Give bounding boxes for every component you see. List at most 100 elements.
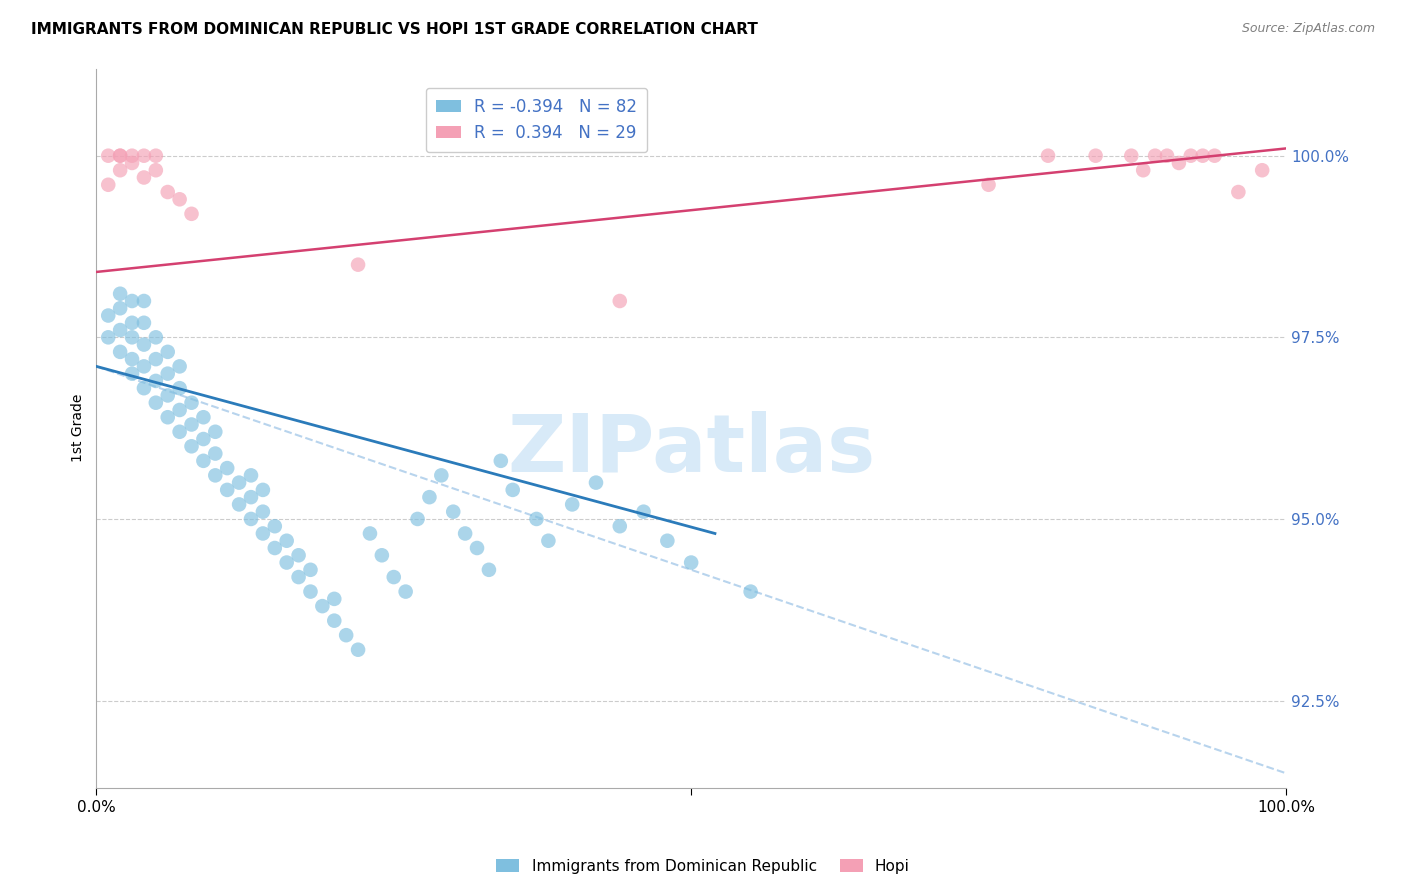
Point (359, 526, 381, 541)
Legend: Immigrants from Dominican Republic, Hopi: Immigrants from Dominican Republic, Hopi (491, 853, 915, 880)
Point (1167, 156, 1189, 170)
Point (1251, 163, 1274, 178)
Point (240, 512, 263, 526)
Point (252, 505, 274, 519)
Point (441, 505, 464, 519)
Point (1084, 149, 1107, 163)
Point (121, 149, 143, 163)
Point (240, 468, 263, 483)
Point (1191, 149, 1213, 163)
Point (263, 541, 285, 555)
Point (108, 301, 131, 316)
Point (252, 483, 274, 497)
Point (145, 395, 167, 409)
Point (287, 549, 309, 563)
Point (108, 323, 131, 337)
Point (609, 519, 631, 533)
Point (132, 381, 155, 395)
Point (204, 425, 226, 439)
Point (121, 293, 143, 308)
Point (97, 330, 120, 344)
Point (395, 584, 418, 599)
Point (323, 591, 346, 606)
Point (1121, 149, 1143, 163)
Point (263, 519, 285, 533)
Point (335, 628, 357, 642)
Point (347, 258, 370, 272)
Point (169, 359, 191, 374)
Point (121, 367, 143, 381)
Point (108, 149, 131, 163)
Point (1036, 149, 1059, 163)
Point (145, 163, 167, 178)
Point (526, 512, 548, 526)
Point (1204, 149, 1226, 163)
Point (311, 599, 333, 614)
Point (145, 352, 167, 367)
Point (169, 403, 191, 417)
Point (1156, 149, 1178, 163)
Point (145, 374, 167, 388)
Point (145, 149, 167, 163)
Point (169, 192, 191, 206)
Point (287, 570, 309, 584)
Point (97, 178, 120, 192)
Point (371, 549, 394, 563)
Point (108, 286, 131, 301)
Point (169, 381, 191, 395)
Point (228, 475, 250, 490)
Point (217, 461, 239, 475)
Point (347, 642, 370, 657)
Point (132, 359, 155, 374)
Point (1180, 149, 1202, 163)
Point (537, 533, 560, 548)
Point (193, 410, 215, 425)
Point (406, 512, 429, 526)
Point (132, 337, 155, 351)
Point (276, 533, 298, 548)
Point (132, 293, 155, 308)
Point (121, 316, 143, 330)
Point (633, 505, 655, 519)
Point (1144, 149, 1167, 163)
Point (132, 170, 155, 185)
Point (299, 584, 322, 599)
Point (465, 541, 488, 555)
Point (156, 344, 179, 359)
Point (977, 178, 1000, 192)
Text: ZIPatlas: ZIPatlas (508, 410, 876, 489)
Point (97, 309, 120, 323)
Point (430, 468, 453, 483)
Point (454, 526, 477, 541)
Point (489, 454, 512, 468)
Point (132, 149, 155, 163)
Text: IMMIGRANTS FROM DOMINICAN REPUBLIC VS HOPI 1ST GRADE CORRELATION CHART: IMMIGRANTS FROM DOMINICAN REPUBLIC VS HO… (31, 22, 758, 37)
Point (108, 163, 131, 178)
Point (132, 316, 155, 330)
Point (180, 395, 202, 409)
Point (478, 563, 501, 577)
Point (240, 490, 263, 504)
Point (217, 483, 239, 497)
Point (121, 352, 143, 367)
Point (740, 584, 762, 599)
Point (502, 483, 524, 497)
Point (121, 330, 143, 344)
Point (681, 556, 703, 570)
Point (156, 185, 179, 199)
Point (299, 563, 322, 577)
Point (108, 344, 131, 359)
Point (180, 207, 202, 221)
Point (193, 432, 215, 446)
Text: Source: ZipAtlas.com: Source: ZipAtlas.com (1241, 22, 1375, 36)
Point (193, 454, 215, 468)
Point (276, 556, 298, 570)
Point (323, 614, 346, 628)
Point (252, 526, 274, 541)
Point (228, 497, 250, 511)
Point (1227, 185, 1250, 199)
Point (585, 475, 607, 490)
Point (169, 425, 191, 439)
Point (180, 439, 202, 453)
Point (97, 149, 120, 163)
